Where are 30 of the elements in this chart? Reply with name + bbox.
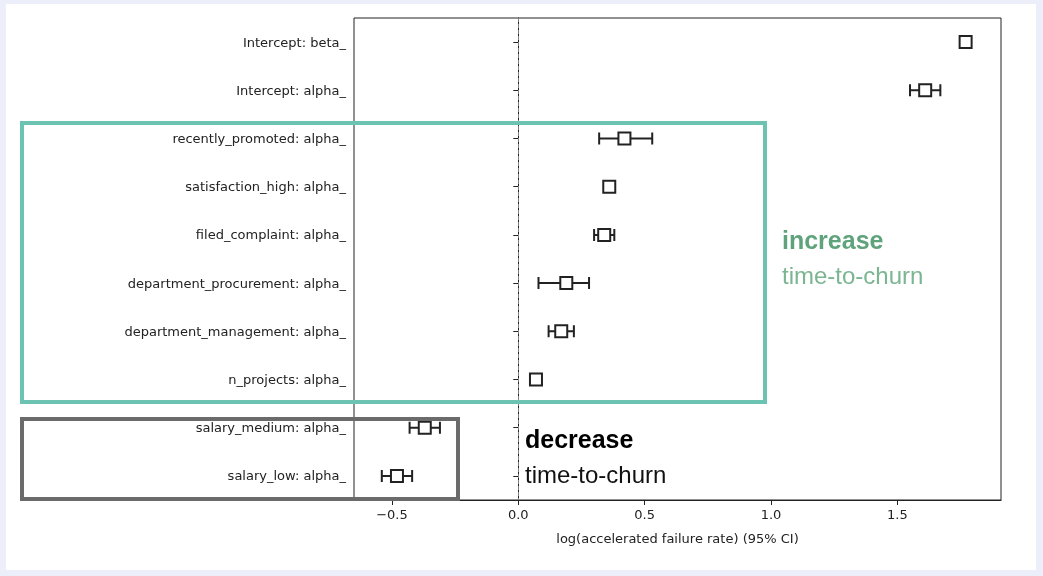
y-tick-label: n_projects: alpha_ <box>228 372 347 387</box>
point <box>559 276 574 291</box>
y-tick-label: Intercept: alpha_ <box>236 82 347 98</box>
annotation: increase <box>782 226 884 255</box>
x-tick-label: 0.0 <box>507 507 529 522</box>
point <box>417 420 432 435</box>
y-tick-label: satisfaction_high: alpha_ <box>185 179 347 195</box>
point <box>918 83 933 98</box>
annotation: decrease <box>525 425 634 454</box>
point <box>528 372 543 387</box>
point <box>617 131 632 146</box>
y-tick-label: salary_low: alpha_ <box>227 468 347 484</box>
x-axis-title: log(accelerated failure rate) (95% CI) <box>556 531 799 546</box>
y-tick-label: department_procurement: alpha_ <box>127 275 347 291</box>
x-tick-label: 1.5 <box>887 507 908 522</box>
y-tick-label: Intercept: beta_ <box>242 34 347 50</box>
point <box>597 227 612 242</box>
x-tick-label: −0.5 <box>376 507 408 522</box>
y-tick-label: filed_complaint: alpha_ <box>195 227 347 243</box>
x-tick-label: 0.5 <box>634 507 655 522</box>
point <box>554 324 569 339</box>
x-tick-label: 1.0 <box>760 507 782 522</box>
point <box>602 179 617 194</box>
y-tick-label: department_management: alpha_ <box>124 323 347 339</box>
point <box>958 35 973 50</box>
y-tick-label: salary_medium: alpha_ <box>195 420 347 436</box>
annotation: time-to-churn <box>782 262 924 290</box>
point <box>389 468 404 483</box>
annotation: time-to-churn <box>525 461 667 489</box>
y-tick-label: recently_promoted: alpha_ <box>172 131 347 146</box>
